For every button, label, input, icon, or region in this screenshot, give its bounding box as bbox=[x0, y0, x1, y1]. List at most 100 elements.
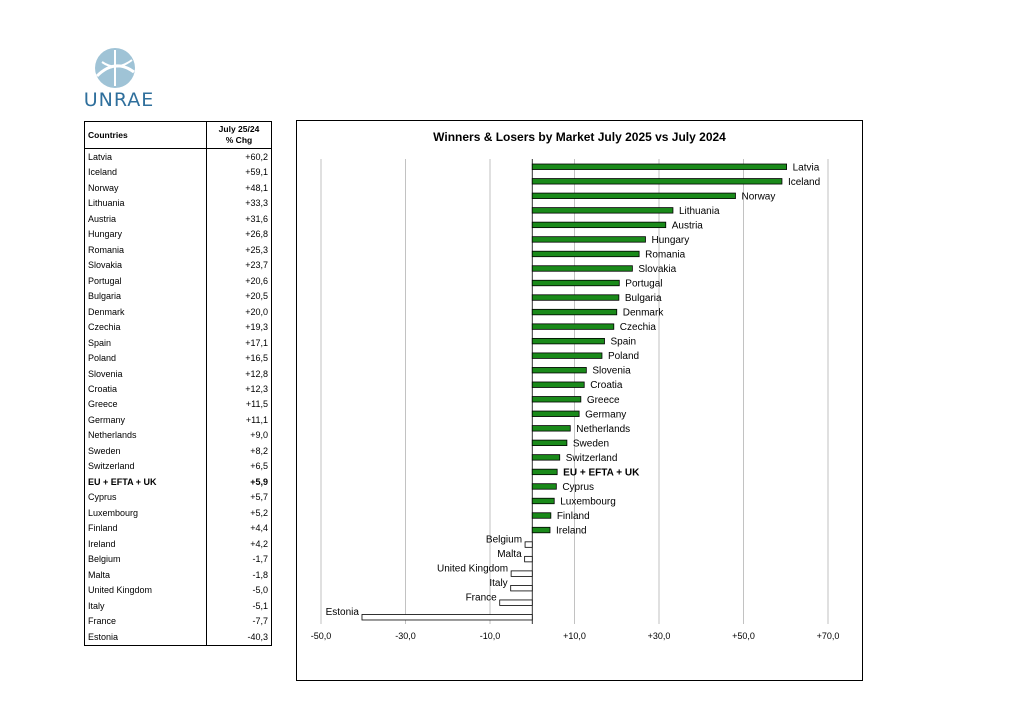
bar-label: France bbox=[466, 593, 498, 604]
table-row: Latvia +60,2 bbox=[84, 148, 272, 165]
bar bbox=[531, 425, 571, 432]
table-row: Ireland +4,2 bbox=[84, 536, 272, 552]
change-cell: +11,1 bbox=[245, 414, 268, 425]
bar-label: Romania bbox=[645, 249, 685, 260]
change-cell: +48,1 bbox=[245, 182, 268, 193]
bar-label: Portugal bbox=[625, 279, 662, 290]
bar bbox=[531, 236, 646, 243]
bar-label: Denmark bbox=[623, 308, 665, 319]
country-cell: Lithuania bbox=[84, 195, 207, 211]
table-row: Romania +25,3 bbox=[84, 241, 272, 258]
bar-label: Luxembourg bbox=[560, 496, 616, 507]
table-row: Poland +16,5 bbox=[84, 350, 272, 366]
bar-label: Finland bbox=[557, 511, 590, 522]
column-header-change-line1: July 25/24 bbox=[218, 124, 260, 134]
change-cell: +12,8 bbox=[245, 368, 268, 379]
change-cell: +25,3 bbox=[245, 244, 268, 255]
country-cell: Austria bbox=[84, 210, 207, 227]
change-cell: +6,5 bbox=[250, 461, 268, 472]
change-cell: -40,3 bbox=[247, 631, 268, 642]
country-cell: Netherlands bbox=[84, 427, 207, 444]
bar-label: Latvia bbox=[793, 162, 820, 173]
table-row: Estonia -40,3 bbox=[84, 629, 272, 645]
change-cell: +5,7 bbox=[250, 492, 268, 503]
table-row: France -7,7 bbox=[84, 613, 272, 630]
country-cell: Czechia bbox=[84, 319, 207, 335]
change-cell: +20,0 bbox=[245, 306, 268, 317]
bar-label: Norway bbox=[741, 191, 775, 202]
country-cell: Portugal bbox=[84, 272, 207, 289]
country-cell: Belgium bbox=[84, 551, 207, 568]
table-row: Sweden +8,2 bbox=[84, 443, 272, 459]
countries-table: Countries July 25/24 % Chg Latvia +60,2 Ic… bbox=[84, 121, 272, 646]
table-row: Denmark +20,0 bbox=[84, 303, 272, 320]
column-header-change-line2: % Chg bbox=[225, 135, 253, 145]
country-cell: Slovakia bbox=[84, 257, 207, 273]
table-row: Luxembourg +5,2 bbox=[84, 505, 272, 521]
change-cell: +20,5 bbox=[245, 291, 268, 302]
bar-label: United Kingdom bbox=[437, 564, 508, 575]
change-cell: +17,1 bbox=[245, 337, 268, 348]
change-cell: +4,4 bbox=[250, 523, 268, 534]
change-cell: +9,0 bbox=[250, 430, 268, 441]
bar-label: Slovakia bbox=[638, 264, 676, 275]
bar-label: Hungary bbox=[651, 235, 689, 246]
table-row: Germany +11,1 bbox=[84, 412, 272, 428]
country-cell: Malta bbox=[84, 567, 207, 583]
change-cell: +11,5 bbox=[245, 399, 268, 410]
column-header-countries: Countries bbox=[84, 121, 207, 149]
bar bbox=[524, 541, 533, 548]
change-cell: +59,1 bbox=[245, 167, 268, 178]
bar bbox=[531, 250, 640, 258]
x-tick-label: -10,0 bbox=[480, 631, 501, 641]
bar-label: Lithuania bbox=[679, 206, 720, 217]
bar bbox=[510, 570, 533, 577]
table-row: Malta -1,8 bbox=[84, 567, 272, 583]
change-cell: +5,2 bbox=[250, 507, 268, 518]
bar-label: Poland bbox=[608, 351, 639, 362]
country-cell: Spain bbox=[84, 334, 207, 351]
country-cell: Croatia bbox=[84, 381, 207, 397]
x-tick-label: +70,0 bbox=[817, 631, 840, 641]
bar-label: Slovenia bbox=[592, 366, 631, 377]
change-cell: -5,1 bbox=[252, 600, 268, 611]
bar bbox=[531, 367, 587, 374]
table-row: Czechia +19,3 bbox=[84, 319, 272, 335]
unrae-logo: UNRAE bbox=[82, 46, 156, 111]
table-row: Croatia +12,3 bbox=[84, 381, 272, 397]
country-cell: Hungary bbox=[84, 226, 207, 242]
bar bbox=[531, 483, 557, 490]
bar bbox=[499, 599, 533, 606]
bar bbox=[531, 352, 603, 359]
bar-label: Germany bbox=[585, 409, 626, 420]
bar-label: Malta bbox=[497, 549, 522, 560]
country-cell: Bulgaria bbox=[84, 288, 207, 304]
table-row: Austria +31,6 bbox=[84, 210, 272, 227]
table-row: Spain +17,1 bbox=[84, 334, 272, 351]
column-header-change: July 25/24 % Chg bbox=[206, 121, 272, 149]
change-cell: +31,6 bbox=[245, 213, 268, 224]
country-cell: Romania bbox=[84, 241, 207, 258]
country-cell: Denmark bbox=[84, 303, 207, 320]
bar bbox=[510, 585, 533, 592]
country-cell: Norway bbox=[84, 179, 207, 196]
bar bbox=[531, 439, 568, 447]
bar bbox=[531, 308, 618, 316]
bar-label: Bulgaria bbox=[625, 293, 662, 304]
bar bbox=[531, 337, 605, 345]
bar bbox=[531, 207, 674, 214]
table-row: Belgium -1,7 bbox=[84, 551, 272, 568]
bar bbox=[531, 279, 620, 287]
bar-label: Spain bbox=[610, 337, 636, 348]
bar bbox=[531, 178, 783, 185]
bar-label: Cyprus bbox=[562, 482, 594, 493]
country-cell: Cyprus bbox=[84, 489, 207, 506]
change-cell: +23,7 bbox=[245, 260, 268, 271]
table-row: Lithuania +33,3 bbox=[84, 195, 272, 211]
table-row: Iceland +59,1 bbox=[84, 164, 272, 180]
bar-label: Estonia bbox=[326, 607, 360, 618]
chart-frame: Winners & Losers by Market July 2025 vs … bbox=[296, 120, 863, 681]
x-tick-label: +50,0 bbox=[732, 631, 755, 641]
table-row: Hungary +26,8 bbox=[84, 226, 272, 242]
bar-label: Netherlands bbox=[576, 424, 630, 435]
